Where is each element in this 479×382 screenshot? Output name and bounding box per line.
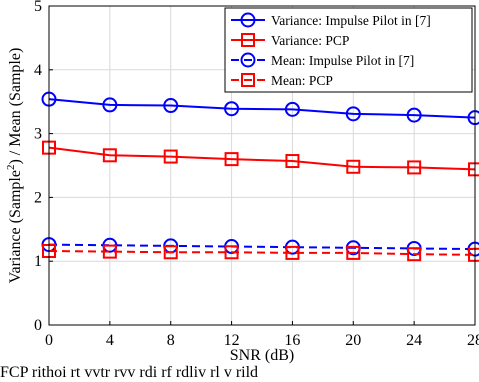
square-marker <box>346 245 361 260</box>
legend-entry-1: Variance: Impulse Pilot in [7] <box>231 12 431 28</box>
x-axis-label: SNR (dB) <box>230 347 294 364</box>
caption-fragment: FCP rithoi rt vvtr rvv rdi rf rdliv rl v… <box>0 364 259 381</box>
legend-marker <box>240 12 256 28</box>
y-axis-label-part-2: ) / Mean (Sample) <box>7 48 24 165</box>
square-marker <box>224 245 239 260</box>
legend-marker <box>240 52 256 68</box>
x-tick-label: 0 <box>45 332 53 349</box>
legend-label: Variance: Impulse Pilot in [7] <box>271 13 431 28</box>
x-tick-label: 4 <box>106 332 114 349</box>
circle-marker <box>224 101 240 117</box>
legend: Variance: Impulse Pilot in [7] Variance: … <box>224 7 473 93</box>
series-2 <box>42 140 479 177</box>
plot-frame <box>48 5 476 326</box>
series-layer <box>41 91 479 262</box>
circle-marker <box>163 98 179 114</box>
square-marker <box>407 160 422 175</box>
y-tick-label: 4 <box>34 62 42 79</box>
square-marker <box>163 149 178 164</box>
series-line <box>48 249 476 256</box>
series-line <box>48 243 476 251</box>
x-tick-label: 28 <box>467 332 479 349</box>
x-tick-label: 16 <box>284 332 300 349</box>
legend-marker <box>241 33 255 47</box>
square-marker <box>102 244 117 259</box>
x-tick-label: 12 <box>224 332 240 349</box>
legend-marker <box>241 73 255 87</box>
legend-entry-4: Mean: PCP <box>231 73 333 88</box>
square-marker <box>102 148 117 163</box>
y-tick-label: 2 <box>34 189 42 206</box>
y-tick-label: 1 <box>34 253 42 270</box>
circle-marker <box>345 106 361 122</box>
square-marker <box>285 154 300 169</box>
circle-marker <box>102 97 118 113</box>
legend-label: Variance: PCP <box>271 33 349 48</box>
legend-box <box>224 7 473 93</box>
y-axis-label: Variance (Sample2) / Mean (Sample) <box>5 48 24 284</box>
y-axis-label-superscript: 2 <box>5 165 17 171</box>
series-line <box>48 98 476 119</box>
x-axis-ticks: 0 4 8 12 16 20 24 28 <box>45 321 479 349</box>
x-tick-label: 8 <box>167 332 175 349</box>
square-marker <box>285 245 300 260</box>
y-tick-label: 3 <box>34 126 42 143</box>
y-axis-ticks: 0 1 2 3 4 5 <box>34 0 53 334</box>
x-tick-label: 20 <box>345 332 361 349</box>
y-tick-label: 5 <box>34 0 42 15</box>
square-marker <box>346 159 361 174</box>
series-line <box>48 146 476 171</box>
x-tick-label: 24 <box>406 332 422 349</box>
square-marker <box>163 245 178 260</box>
legend-entry-2: Variance: PCP <box>231 33 349 48</box>
legend-label: Mean: PCP <box>271 73 333 88</box>
circle-marker <box>284 101 300 117</box>
y-tick-label: 0 <box>34 317 42 334</box>
square-marker <box>407 247 422 262</box>
series-1 <box>41 91 479 126</box>
y-axis-label-part-1: Variance (Sample <box>7 170 24 283</box>
square-marker <box>224 152 239 167</box>
circle-marker <box>406 107 422 123</box>
legend-entry-3: Mean: Impulse Pilot in [7] <box>231 52 414 68</box>
legend-label: Mean: Impulse Pilot in [7] <box>271 53 414 68</box>
